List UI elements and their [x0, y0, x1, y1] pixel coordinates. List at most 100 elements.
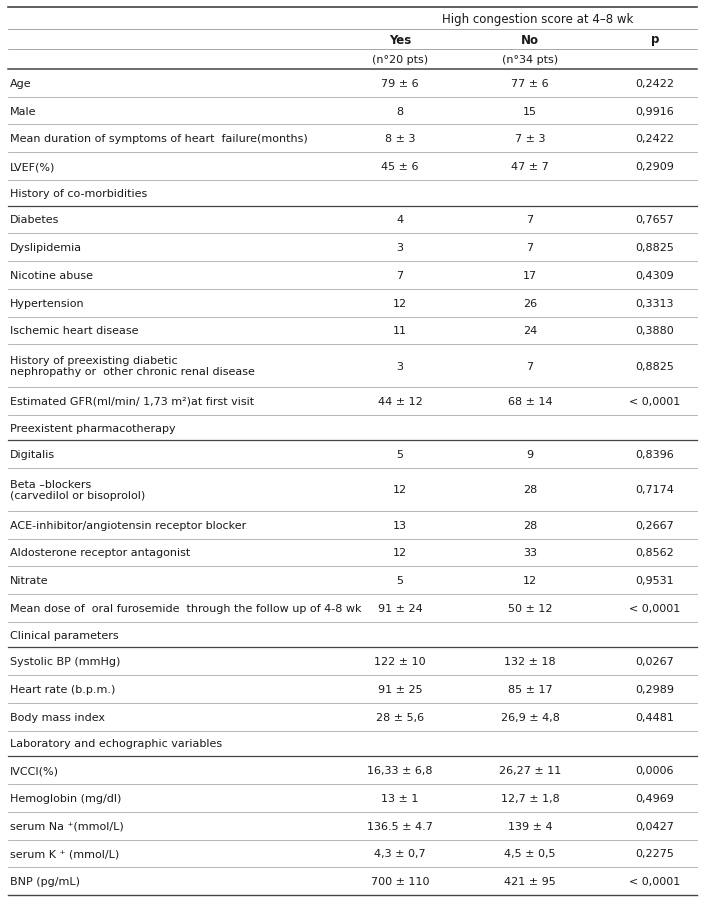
Text: 33: 33 [523, 548, 537, 558]
Text: 50 ± 12: 50 ± 12 [508, 603, 552, 613]
Text: 0,2275: 0,2275 [636, 849, 675, 859]
Text: 24: 24 [523, 326, 537, 336]
Text: 0,9916: 0,9916 [636, 107, 675, 116]
Text: 28: 28 [523, 485, 537, 495]
Text: 139 ± 4: 139 ± 4 [508, 821, 552, 831]
Text: 45 ± 6: 45 ± 6 [381, 162, 419, 172]
Text: 79 ± 6: 79 ± 6 [381, 79, 419, 88]
Text: 85 ± 17: 85 ± 17 [508, 684, 552, 694]
Text: 77 ± 6: 77 ± 6 [511, 79, 548, 88]
Text: Hypertension: Hypertension [10, 298, 85, 308]
Text: BNP (pg/mL): BNP (pg/mL) [10, 876, 80, 886]
Text: 5: 5 [396, 450, 403, 460]
Text: 91 ± 24: 91 ± 24 [378, 603, 422, 613]
Text: serum Na ⁺(mmol/L): serum Na ⁺(mmol/L) [10, 821, 124, 831]
Text: Heart rate (b.p.m.): Heart rate (b.p.m.) [10, 684, 116, 694]
Text: Age: Age [10, 79, 32, 88]
Text: < 0,0001: < 0,0001 [630, 603, 680, 613]
Text: 12: 12 [393, 485, 407, 495]
Text: 7: 7 [527, 361, 534, 371]
Text: History of co-morbidities: History of co-morbidities [10, 189, 147, 199]
Text: (n°34 pts): (n°34 pts) [502, 55, 558, 65]
Text: Preexistent pharmacotherapy: Preexistent pharmacotherapy [10, 424, 176, 433]
Text: Nicotine abuse: Nicotine abuse [10, 271, 93, 281]
Text: 0,2422: 0,2422 [635, 79, 675, 88]
Text: 136.5 ± 4.7: 136.5 ± 4.7 [367, 821, 433, 831]
Text: 0,2989: 0,2989 [635, 684, 675, 694]
Text: 132 ± 18: 132 ± 18 [504, 656, 556, 666]
Text: 0,2909: 0,2909 [636, 162, 675, 172]
Text: 7 ± 3: 7 ± 3 [515, 135, 545, 144]
Text: Ischemic heart disease: Ischemic heart disease [10, 326, 138, 336]
Text: Yes: Yes [389, 33, 411, 46]
Text: 4,3 ± 0,7: 4,3 ± 0,7 [374, 849, 426, 859]
Text: 0,4309: 0,4309 [636, 271, 675, 281]
Text: serum K ⁺ (mmol/L): serum K ⁺ (mmol/L) [10, 849, 119, 859]
Text: 16,33 ± 6,8: 16,33 ± 6,8 [367, 765, 433, 776]
Text: Aldosterone receptor antagonist: Aldosterone receptor antagonist [10, 548, 190, 558]
Text: 0,8825: 0,8825 [636, 361, 675, 371]
Text: 4: 4 [396, 215, 403, 225]
Text: ACE-inhibitor/angiotensin receptor blocker: ACE-inhibitor/angiotensin receptor block… [10, 520, 246, 530]
Text: 17: 17 [523, 271, 537, 281]
Text: 7: 7 [527, 243, 534, 253]
Text: nephropathy or  other chronic renal disease: nephropathy or other chronic renal disea… [10, 367, 255, 377]
Text: Digitalis: Digitalis [10, 450, 55, 460]
Text: 44 ± 12: 44 ± 12 [378, 396, 422, 406]
Text: 700 ± 110: 700 ± 110 [371, 876, 429, 886]
Text: 12: 12 [393, 298, 407, 308]
Text: < 0,0001: < 0,0001 [630, 396, 680, 406]
Text: < 0,0001: < 0,0001 [630, 876, 680, 886]
Text: History of preexisting diabetic: History of preexisting diabetic [10, 356, 178, 366]
Text: 0,2667: 0,2667 [636, 520, 675, 530]
Text: 28: 28 [523, 520, 537, 530]
Text: No: No [521, 33, 539, 46]
Text: 12: 12 [523, 575, 537, 585]
Text: 91 ± 25: 91 ± 25 [378, 684, 422, 694]
Text: 26,9 ± 4,8: 26,9 ± 4,8 [501, 712, 560, 722]
Text: 0,0006: 0,0006 [636, 765, 674, 776]
Text: 5: 5 [396, 575, 403, 585]
Text: 47 ± 7: 47 ± 7 [511, 162, 549, 172]
Text: 0,7174: 0,7174 [636, 485, 675, 495]
Text: Laboratory and echographic variables: Laboratory and echographic variables [10, 739, 222, 749]
Text: 0,8396: 0,8396 [636, 450, 675, 460]
Text: Beta –blockers: Beta –blockers [10, 479, 91, 489]
Text: 0,0267: 0,0267 [636, 656, 675, 666]
Text: 9: 9 [527, 450, 534, 460]
Text: Systolic BP (mmHg): Systolic BP (mmHg) [10, 656, 121, 666]
Text: 0,8562: 0,8562 [636, 548, 675, 558]
Text: 4,5 ± 0,5: 4,5 ± 0,5 [504, 849, 556, 859]
Text: 0,7657: 0,7657 [636, 215, 675, 225]
Text: 421 ± 95: 421 ± 95 [504, 876, 556, 886]
Text: IVCCI(%): IVCCI(%) [10, 765, 59, 776]
Text: High congestion score at 4–8 wk: High congestion score at 4–8 wk [442, 13, 633, 25]
Text: (n°20 pts): (n°20 pts) [372, 55, 428, 65]
Text: 0,3880: 0,3880 [636, 326, 675, 336]
Text: 7: 7 [396, 271, 403, 281]
Text: 11: 11 [393, 326, 407, 336]
Text: 15: 15 [523, 107, 537, 116]
Text: 12: 12 [393, 548, 407, 558]
Text: p: p [651, 33, 659, 46]
Text: (carvedilol or bisoprolol): (carvedilol or bisoprolol) [10, 490, 145, 500]
Text: 0,0427: 0,0427 [636, 821, 675, 831]
Text: 68 ± 14: 68 ± 14 [508, 396, 552, 406]
Text: 28 ± 5,6: 28 ± 5,6 [376, 712, 424, 722]
Text: 0,8825: 0,8825 [636, 243, 675, 253]
Text: 26,27 ± 11: 26,27 ± 11 [499, 765, 561, 776]
Text: 122 ± 10: 122 ± 10 [374, 656, 426, 666]
Text: Body mass index: Body mass index [10, 712, 105, 722]
Text: Clinical parameters: Clinical parameters [10, 630, 118, 640]
Text: 12,7 ± 1,8: 12,7 ± 1,8 [501, 793, 559, 803]
Text: 3: 3 [396, 243, 403, 253]
Text: Diabetes: Diabetes [10, 215, 59, 225]
Text: Estimated GFR(ml/min/ 1,73 m²)at first visit: Estimated GFR(ml/min/ 1,73 m²)at first v… [10, 396, 254, 406]
Text: 8: 8 [396, 107, 403, 116]
Text: Dyslipidemia: Dyslipidemia [10, 243, 82, 253]
Text: 7: 7 [527, 215, 534, 225]
Text: Mean dose of  oral furosemide  through the follow up of 4-8 wk: Mean dose of oral furosemide through the… [10, 603, 362, 613]
Text: 0,4481: 0,4481 [636, 712, 675, 722]
Text: Male: Male [10, 107, 37, 116]
Text: Nitrate: Nitrate [10, 575, 49, 585]
